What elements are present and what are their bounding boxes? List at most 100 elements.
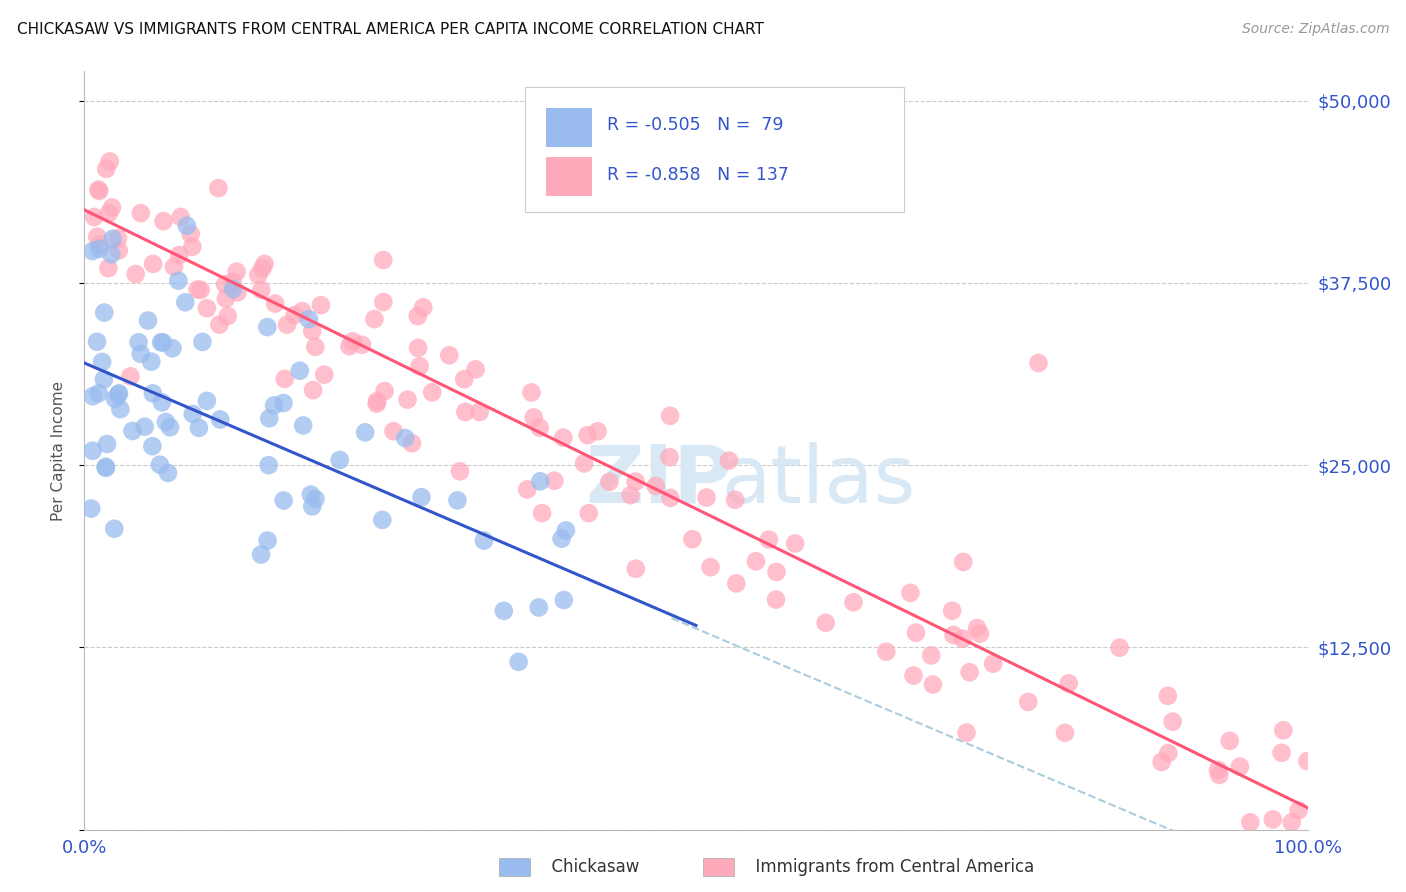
- Point: [169, 248, 191, 262]
- Point: [1028, 356, 1050, 370]
- Point: [553, 593, 575, 607]
- Point: [104, 392, 127, 406]
- Point: [273, 372, 295, 386]
- Point: [207, 181, 229, 195]
- Point: [98, 154, 121, 169]
- Point: [966, 621, 988, 635]
- Point: [699, 560, 721, 574]
- Point: [1157, 746, 1180, 760]
- Point: [250, 548, 273, 562]
- Point: [1057, 676, 1080, 690]
- Bar: [546, 157, 592, 196]
- Point: [969, 626, 991, 640]
- Point: [181, 407, 204, 421]
- Point: [745, 554, 768, 568]
- Point: [576, 428, 599, 442]
- Point: [446, 493, 468, 508]
- Point: [299, 487, 322, 501]
- Point: [195, 393, 218, 408]
- Point: [141, 439, 163, 453]
- Point: [681, 533, 703, 547]
- Point: [555, 524, 578, 538]
- Point: [97, 261, 120, 276]
- Point: [186, 283, 208, 297]
- Point: [152, 214, 174, 228]
- Point: [624, 562, 647, 576]
- Point: [1219, 734, 1241, 748]
- Point: [291, 304, 314, 318]
- Point: [1261, 813, 1284, 827]
- Point: [215, 292, 238, 306]
- Point: [292, 418, 315, 433]
- Point: [523, 410, 546, 425]
- Point: [191, 334, 214, 349]
- Point: [142, 386, 165, 401]
- Point: [382, 424, 405, 438]
- Point: [371, 513, 394, 527]
- Point: [264, 296, 287, 310]
- Point: [301, 324, 323, 338]
- Point: [516, 483, 538, 497]
- Point: [1272, 723, 1295, 738]
- Point: [141, 354, 163, 368]
- Point: [453, 372, 475, 386]
- Point: [905, 625, 928, 640]
- Point: [955, 725, 977, 739]
- Point: [209, 412, 232, 426]
- Point: [222, 282, 245, 296]
- Point: [508, 655, 530, 669]
- Point: [149, 458, 172, 472]
- Point: [527, 600, 550, 615]
- Point: [959, 665, 981, 680]
- Point: [785, 536, 807, 550]
- Point: [339, 339, 361, 353]
- Point: [439, 348, 461, 362]
- Point: [724, 492, 747, 507]
- Point: [952, 555, 974, 569]
- Point: [543, 474, 565, 488]
- Point: [82, 244, 104, 259]
- Point: [1239, 815, 1261, 830]
- Point: [208, 318, 231, 332]
- Point: [553, 431, 575, 445]
- Point: [256, 533, 278, 548]
- Point: [96, 437, 118, 451]
- Point: [82, 443, 104, 458]
- Point: [87, 183, 110, 197]
- Point: [941, 604, 963, 618]
- Point: [273, 396, 295, 410]
- Point: [107, 231, 129, 245]
- Point: [765, 592, 787, 607]
- Point: [288, 364, 311, 378]
- Point: [658, 450, 681, 464]
- Point: [181, 240, 204, 254]
- Point: [124, 267, 146, 281]
- Point: [304, 340, 326, 354]
- Point: [87, 386, 110, 401]
- Point: [157, 466, 180, 480]
- Point: [952, 632, 974, 646]
- Point: [226, 285, 249, 300]
- Point: [981, 657, 1004, 671]
- Point: [1157, 689, 1180, 703]
- Point: [134, 419, 156, 434]
- Point: [406, 309, 429, 323]
- Point: [110, 402, 132, 417]
- Point: [1281, 815, 1303, 830]
- Point: [725, 576, 748, 591]
- Point: [412, 301, 434, 315]
- Point: [578, 506, 600, 520]
- Y-axis label: Per Capita Income: Per Capita Income: [51, 380, 66, 521]
- Point: [449, 464, 471, 478]
- Point: [89, 237, 111, 252]
- Point: [900, 586, 922, 600]
- Point: [644, 479, 666, 493]
- Point: [91, 355, 114, 369]
- Point: [619, 488, 641, 502]
- Point: [354, 425, 377, 440]
- Point: [142, 257, 165, 271]
- Point: [420, 385, 443, 400]
- Point: [247, 268, 270, 282]
- Point: [363, 312, 385, 326]
- Point: [875, 645, 897, 659]
